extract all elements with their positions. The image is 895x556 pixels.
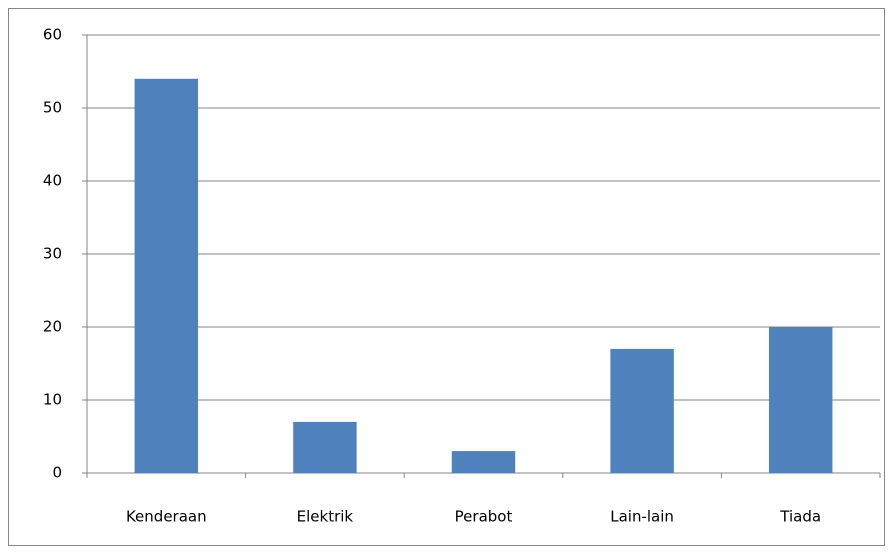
y-tick-label: 0	[52, 464, 62, 482]
x-tick-label: Tiada	[779, 508, 821, 526]
x-tick-label: Lain-lain	[610, 508, 674, 526]
x-tick-label: Elektrik	[297, 508, 354, 526]
bar	[768, 327, 833, 473]
y-tick-label: 50	[43, 99, 62, 117]
y-tick-label: 20	[43, 318, 62, 336]
y-tick-label: 30	[43, 245, 62, 263]
y-tick-label: 60	[43, 26, 62, 44]
bar	[610, 348, 674, 473]
y-tick-label: 40	[43, 172, 62, 190]
y-tick-label: 10	[43, 391, 62, 409]
bar	[451, 451, 516, 473]
bar	[293, 421, 357, 473]
x-tick-label: Kenderaan	[126, 508, 207, 526]
bar	[134, 78, 199, 474]
x-tick-label: Perabot	[455, 508, 513, 526]
